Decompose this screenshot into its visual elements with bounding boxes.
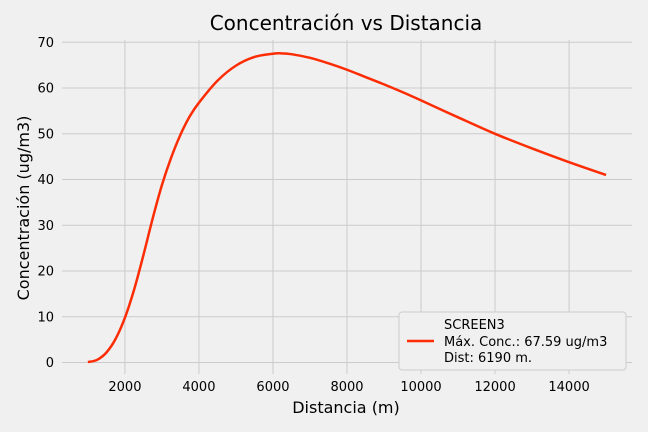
plot-area [87,52,607,364]
x-tick-label: 10000 [400,380,441,395]
y-tick-label: 0 [46,356,54,371]
tick-labels: 2000 4000 6000 8000 10000 12000 14000 0 10 20 30 40… [37,36,589,395]
y-tick-label: 10 [37,310,54,325]
x-tick-label: 12000 [474,380,515,395]
chart-title: Concentración vs Distancia [210,11,483,35]
legend-box [398,311,627,371]
legend: SCREEN3 Máx. Conc.: 67.59 ug/m3 Dist: 61… [398,311,627,371]
x-tick-label: 4000 [182,380,215,395]
y-tick-label: 30 [37,219,54,234]
x-tick-label: 2000 [108,380,141,395]
y-tick-label: 40 [37,173,54,188]
legend-entry-distance: Dist: 6190 m. [444,351,532,366]
y-tick-label: 60 [37,82,54,97]
x-tick-label: 14000 [548,380,589,395]
x-axis-title: Distancia (m) [292,398,400,417]
series-line [87,52,607,364]
grid [62,40,632,374]
y-tick-label: 50 [37,127,54,142]
y-tick-label: 20 [37,265,54,280]
legend-entry-series: Máx. Conc.: 67.59 ug/m3 [444,335,607,350]
legend-title: SCREEN3 [444,318,505,333]
x-tick-label: 6000 [256,380,289,395]
y-tick-label: 70 [37,36,54,51]
y-axis-title: Concentración (ug/m3) [14,116,33,301]
x-tick-label: 8000 [330,380,363,395]
